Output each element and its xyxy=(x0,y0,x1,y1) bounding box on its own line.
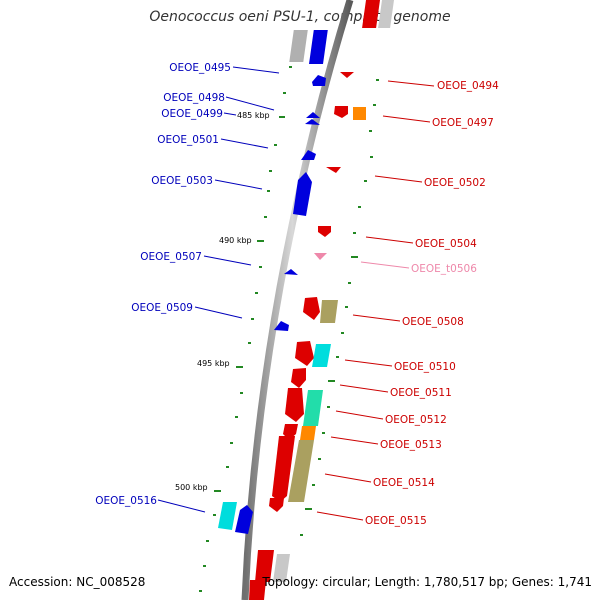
gene-label-oeoe-0515[interactable]: OEOE_0515 xyxy=(365,515,427,527)
gene-feature-olive-0508 xyxy=(320,300,338,323)
reverse-strand-features xyxy=(218,30,328,534)
gene-label-oeoe-0499[interactable]: OEOE_0499 xyxy=(161,108,223,120)
gene-arrow-0514 xyxy=(272,436,295,502)
gene-arrow-0511 xyxy=(291,368,306,388)
gene-arrow-0515 xyxy=(269,498,284,512)
gene-feature-orange-0497 xyxy=(353,107,366,120)
gene-feature-red-bottom xyxy=(255,550,274,582)
gene-feature-cyan-0510 xyxy=(312,344,331,367)
label-connectors xyxy=(157,66,435,521)
gene-feature-red-top xyxy=(362,0,380,28)
gene-feature-teal-0512 xyxy=(303,390,323,426)
gene-label-oeoe-0503[interactable]: OEOE_0503 xyxy=(151,175,213,187)
gene-feature-grey-bottom xyxy=(273,554,290,582)
gene-label-oeoe-0502[interactable]: OEOE_0502 xyxy=(424,177,486,189)
gene-arrow-0507 xyxy=(284,269,298,275)
gene-label-oeoe-0504[interactable]: OEOE_0504 xyxy=(415,238,477,250)
gene-label-oeoe-0516[interactable]: OEOE_0516 xyxy=(95,495,157,507)
gene-label-oeoe-0513[interactable]: OEOE_0513 xyxy=(380,439,442,451)
gene-arrow-0510 xyxy=(295,341,314,366)
gene-arrow-0498 xyxy=(306,112,320,118)
tick-marks xyxy=(199,40,379,592)
gene-label-oeoe-0498[interactable]: OEOE_0498 xyxy=(163,92,225,104)
gene-label-oeoe-0494[interactable]: OEOE_0494 xyxy=(437,80,499,92)
gene-arrow-0504 xyxy=(318,226,331,237)
topology-info: Topology: circular; Length: 1,780,517 bp… xyxy=(262,575,592,589)
scale-label-500: 500 kbp xyxy=(175,483,208,492)
accession-info: Accession: NC_008528 xyxy=(9,575,146,589)
gene-label-oeoe-0497[interactable]: OEOE_0497 xyxy=(432,117,494,129)
gene-feature-grey-top xyxy=(378,0,394,28)
gene-arrow-0499 xyxy=(305,119,320,125)
gene-label-oeoe-0495[interactable]: OEOE_0495 xyxy=(169,62,231,74)
gene-feature-olive-0514 xyxy=(288,440,314,502)
gene-arrow-0503 xyxy=(293,172,312,216)
gene-feature-cyan-0516 xyxy=(218,502,237,530)
gene-arrow-0502 xyxy=(326,167,341,173)
gene-label-oeoe-0501[interactable]: OEOE_0501 xyxy=(157,134,219,146)
gene-arrow-0495 xyxy=(312,75,326,86)
scale-label-490: 490 kbp xyxy=(219,236,252,245)
gene-arrow-0512 xyxy=(285,388,304,422)
gene-arrow-0516 xyxy=(235,505,253,534)
gene-label-oeoe-0510[interactable]: OEOE_0510 xyxy=(394,361,456,373)
gene-label-oeoe-t0506[interactable]: OEOE_t0506 xyxy=(411,263,477,275)
gene-arrow-0508 xyxy=(303,297,320,320)
scale-label-485: 485 kbp xyxy=(237,111,270,120)
gene-label-oeoe-0509[interactable]: OEOE_0509 xyxy=(131,302,193,314)
forward-strand-features xyxy=(249,0,394,600)
gene-feature-grey xyxy=(289,30,308,62)
gene-arrow-0509 xyxy=(274,321,289,331)
gene-arrow-0497 xyxy=(334,106,348,118)
scale-label-495: 495 kbp xyxy=(197,359,230,368)
gene-feature-blue xyxy=(309,30,328,64)
gene-label-oeoe-0512[interactable]: OEOE_0512 xyxy=(385,414,447,426)
gene-arrow-0501 xyxy=(301,150,316,160)
gene-feature-orange-0513 xyxy=(300,426,316,440)
gene-label-oeoe-0508[interactable]: OEOE_0508 xyxy=(402,316,464,328)
gene-feature-red-bottom-2 xyxy=(249,580,266,600)
gene-label-oeoe-0511[interactable]: OEOE_0511 xyxy=(390,387,452,399)
gene-label-oeoe-0514[interactable]: OEOE_0514 xyxy=(373,477,435,489)
gene-label-oeoe-0507[interactable]: OEOE_0507 xyxy=(140,251,202,263)
trna-arrow-t0506 xyxy=(314,253,327,260)
gene-arrow-0494 xyxy=(340,72,354,78)
